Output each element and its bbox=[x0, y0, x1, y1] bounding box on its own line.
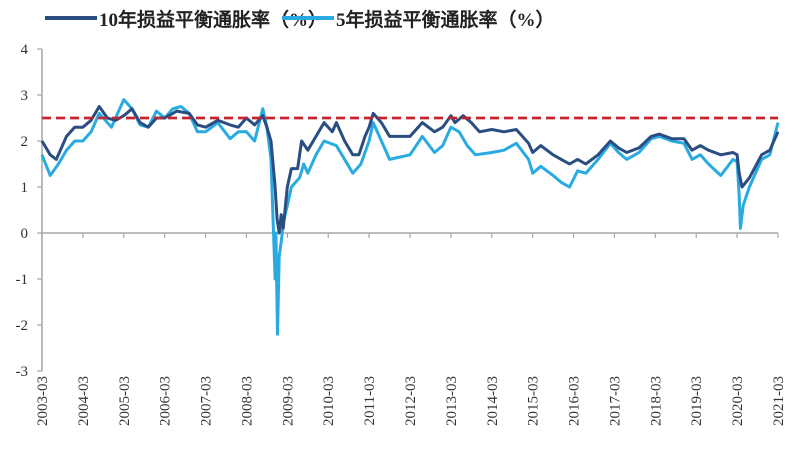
y-tick-label: 2 bbox=[21, 134, 29, 150]
x-tick-label: 2004-03 bbox=[76, 376, 92, 426]
x-tick-label: 2017-03 bbox=[607, 376, 623, 426]
x-tick-label: 2016-03 bbox=[567, 376, 583, 426]
legend-label-5y: 5年损益平衡通胀率（%） bbox=[336, 9, 555, 31]
x-tick-label: 2014-03 bbox=[485, 376, 501, 426]
y-tick-label: -2 bbox=[16, 318, 29, 334]
legend-swatch-10y bbox=[45, 16, 97, 20]
y-tick-label: 1 bbox=[21, 180, 29, 196]
x-tick-label: 2010-03 bbox=[321, 376, 337, 426]
y-tick-label: -1 bbox=[16, 272, 29, 288]
legend-item-10y: 10年损益平衡通胀率（%） bbox=[45, 4, 327, 32]
x-tick-label: 2015-03 bbox=[526, 376, 542, 426]
x-tick-label: 2020-03 bbox=[730, 376, 746, 426]
x-tick-label: 2021-03 bbox=[771, 376, 787, 426]
x-tick-label: 2006-03 bbox=[158, 376, 174, 426]
series-line-10y bbox=[40, 105, 780, 235]
x-tick-label: 2019-03 bbox=[689, 376, 705, 426]
x-tick-label: 2007-03 bbox=[199, 376, 215, 426]
legend-label-10y: 10年损益平衡通胀率（%） bbox=[99, 9, 328, 31]
series-line-5y bbox=[40, 98, 780, 336]
x-tick-label: 2013-03 bbox=[444, 376, 460, 426]
x-tick-label: 2003-03 bbox=[35, 376, 51, 426]
x-tick-label: 2011-03 bbox=[362, 376, 378, 425]
x-tick-label: 2018-03 bbox=[648, 376, 664, 426]
x-tick-label: 2005-03 bbox=[117, 376, 133, 426]
x-tick-label: 2012-03 bbox=[403, 376, 419, 426]
y-tick-label: 4 bbox=[21, 42, 29, 58]
legend-swatch-5y bbox=[282, 16, 334, 20]
x-tick-label: 2009-03 bbox=[280, 376, 296, 426]
y-tick-label: -3 bbox=[16, 364, 29, 380]
legend-item-5y: 5年损益平衡通胀率（%） bbox=[282, 4, 555, 32]
x-tick-label: 2008-03 bbox=[239, 376, 255, 426]
y-tick-label: 3 bbox=[21, 88, 29, 104]
y-tick-label: 0 bbox=[21, 226, 29, 242]
